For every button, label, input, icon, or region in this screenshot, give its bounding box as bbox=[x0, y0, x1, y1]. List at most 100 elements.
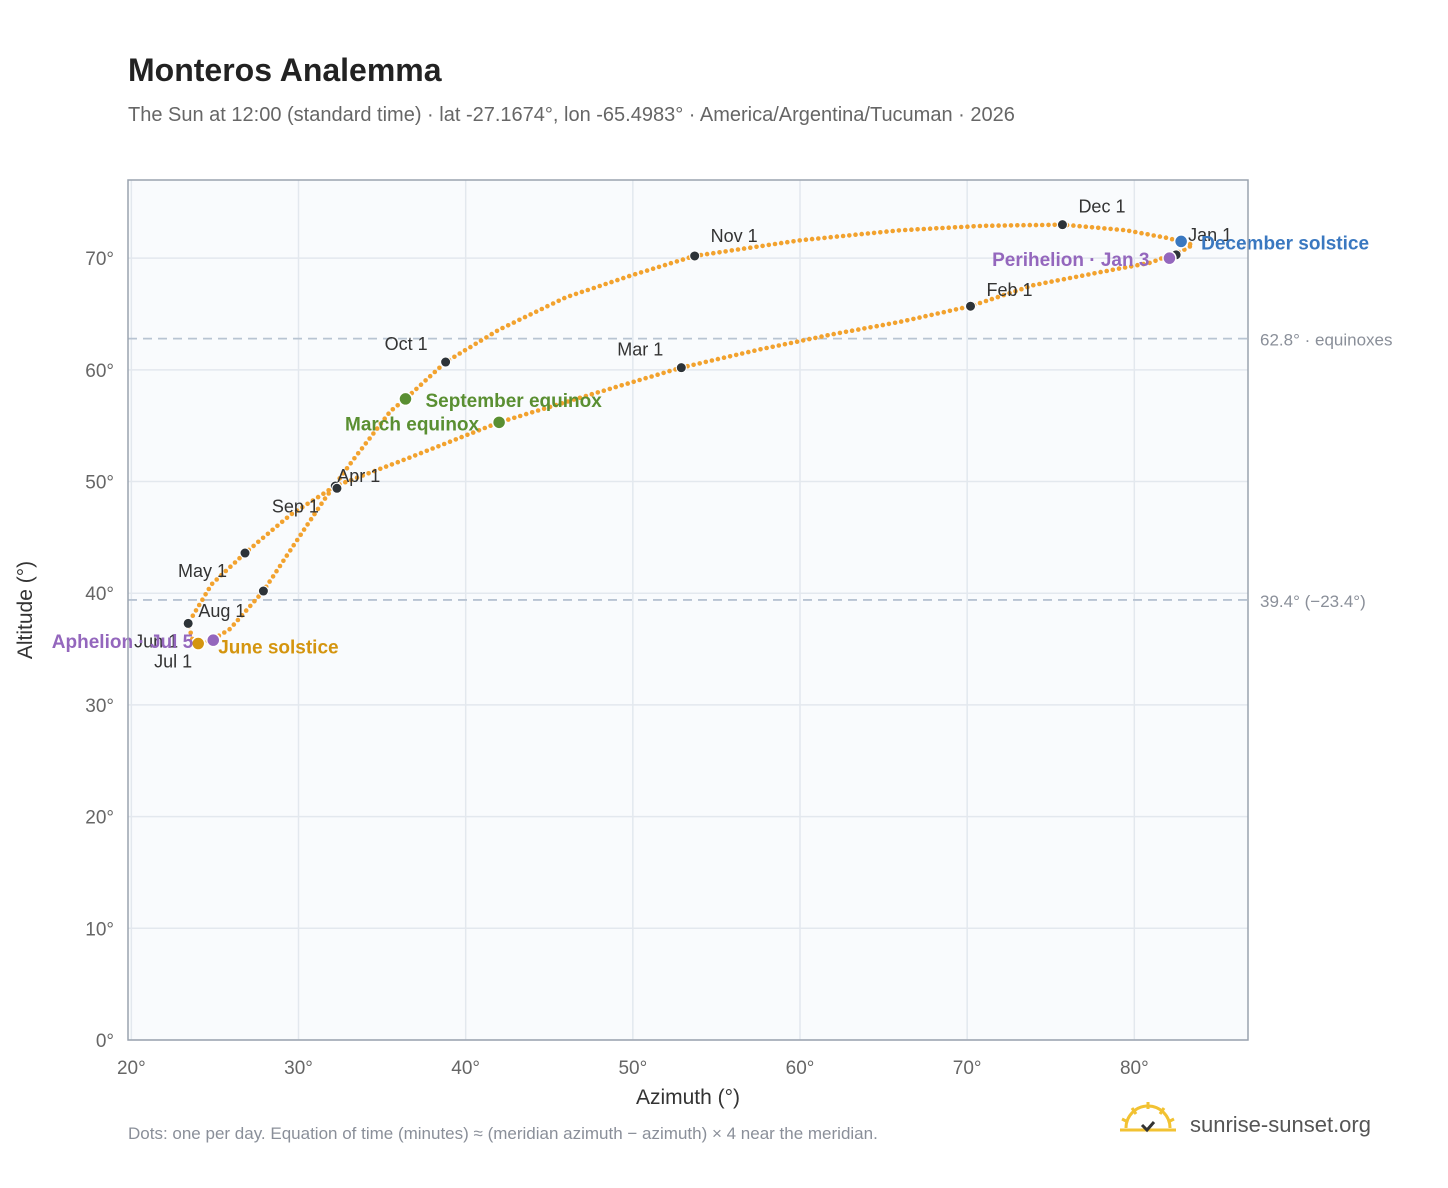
daily-dot bbox=[680, 257, 686, 262]
daily-dot bbox=[1055, 278, 1060, 283]
daily-dot bbox=[203, 592, 208, 597]
daily-dot bbox=[383, 464, 389, 469]
daily-dot bbox=[709, 358, 715, 363]
daily-dot bbox=[359, 446, 365, 451]
daily-dot bbox=[326, 491, 332, 496]
x-tick-label: 70° bbox=[953, 1058, 982, 1079]
month-marker bbox=[1056, 219, 1068, 231]
daily-dot bbox=[1049, 279, 1054, 284]
daily-dot bbox=[996, 223, 1001, 228]
daily-dot bbox=[1089, 225, 1095, 230]
daily-dot bbox=[983, 298, 989, 304]
daily-dot bbox=[1116, 266, 1122, 271]
daily-dot bbox=[354, 475, 360, 481]
daily-dot bbox=[248, 603, 253, 609]
daily-dot bbox=[934, 226, 939, 231]
month-marker bbox=[689, 250, 701, 262]
daily-dot bbox=[1095, 225, 1101, 231]
daily-dot bbox=[407, 455, 412, 461]
daily-dot bbox=[1008, 223, 1014, 228]
daily-dot bbox=[423, 378, 428, 383]
daily-dot bbox=[562, 295, 567, 301]
daily-dot bbox=[270, 527, 275, 533]
daily-dot bbox=[319, 501, 324, 507]
daily-dot bbox=[1139, 230, 1144, 236]
daily-dot bbox=[436, 444, 441, 449]
daily-dot bbox=[529, 410, 535, 415]
y-axis-label: Altitude (°) bbox=[14, 561, 37, 659]
daily-dot bbox=[697, 361, 702, 366]
daily-dot bbox=[650, 266, 656, 272]
daily-dot bbox=[940, 225, 945, 231]
event-marker bbox=[190, 636, 206, 651]
daily-dot bbox=[703, 359, 709, 365]
daily-dot bbox=[837, 330, 843, 336]
month-label: Feb 1 bbox=[987, 280, 1033, 300]
daily-dot bbox=[308, 516, 314, 522]
daily-dot bbox=[813, 335, 818, 341]
daily-dot bbox=[412, 453, 418, 458]
daily-dot bbox=[500, 325, 505, 331]
daily-dot bbox=[223, 568, 229, 574]
daily-dot bbox=[911, 316, 916, 322]
month-label: Apr 1 bbox=[337, 466, 380, 486]
daily-dot bbox=[539, 306, 545, 312]
daily-dot bbox=[395, 403, 401, 408]
daily-dot bbox=[923, 313, 928, 319]
daily-dot bbox=[232, 560, 238, 565]
daily-dot bbox=[372, 468, 377, 474]
daily-dot bbox=[348, 461, 354, 466]
daily-dot bbox=[315, 506, 321, 512]
daily-dot bbox=[294, 537, 300, 543]
daily-dot bbox=[196, 602, 202, 608]
daily-dot bbox=[482, 425, 488, 431]
daily-dot bbox=[505, 323, 511, 328]
daily-dot bbox=[1067, 275, 1073, 281]
event-label: June solstice bbox=[218, 638, 338, 659]
daily-dot bbox=[843, 329, 849, 335]
daily-dot bbox=[1169, 236, 1175, 242]
daily-dot bbox=[252, 598, 257, 604]
daily-dot bbox=[305, 522, 310, 527]
event-label: March equinox bbox=[345, 414, 480, 435]
daily-dot bbox=[1151, 233, 1156, 238]
daily-dot bbox=[607, 386, 613, 392]
daily-dot bbox=[615, 277, 620, 283]
daily-dot bbox=[227, 626, 232, 632]
daily-dot bbox=[770, 344, 775, 350]
event-label: Aphelion · Jul 5 bbox=[52, 632, 194, 653]
daily-dot bbox=[386, 411, 391, 417]
daily-dot bbox=[310, 498, 316, 503]
daily-dot bbox=[1147, 260, 1152, 266]
x-tick-label: 80° bbox=[1120, 1058, 1149, 1079]
daily-dot bbox=[1043, 280, 1048, 286]
daily-dot bbox=[597, 283, 602, 289]
daily-dot bbox=[352, 456, 357, 461]
daily-dot bbox=[735, 247, 741, 252]
daily-dot bbox=[947, 308, 953, 314]
daily-dot bbox=[661, 370, 666, 376]
daily-dot bbox=[573, 291, 579, 297]
brand-link[interactable]: sunrise-sunset.org bbox=[1120, 1100, 1410, 1150]
daily-dot bbox=[589, 391, 595, 397]
daily-dot bbox=[834, 234, 840, 239]
daily-dot bbox=[788, 340, 794, 346]
daily-dot bbox=[337, 476, 343, 481]
daily-dot bbox=[819, 334, 824, 339]
daily-dot bbox=[294, 508, 300, 513]
daily-dot bbox=[315, 494, 321, 500]
daily-dot bbox=[853, 232, 858, 237]
daily-dot bbox=[1071, 223, 1076, 228]
event-marker bbox=[1173, 234, 1189, 249]
daily-dot bbox=[550, 301, 556, 306]
daily-dot bbox=[453, 437, 459, 442]
daily-dot bbox=[228, 564, 233, 569]
daily-dot bbox=[528, 312, 533, 317]
daily-dot bbox=[235, 617, 241, 623]
daily-dot bbox=[462, 348, 468, 353]
daily-dot bbox=[1098, 269, 1103, 275]
daily-dot bbox=[825, 333, 830, 338]
daily-dot bbox=[631, 379, 636, 385]
daily-dot bbox=[909, 227, 914, 232]
daily-dot bbox=[989, 296, 995, 302]
